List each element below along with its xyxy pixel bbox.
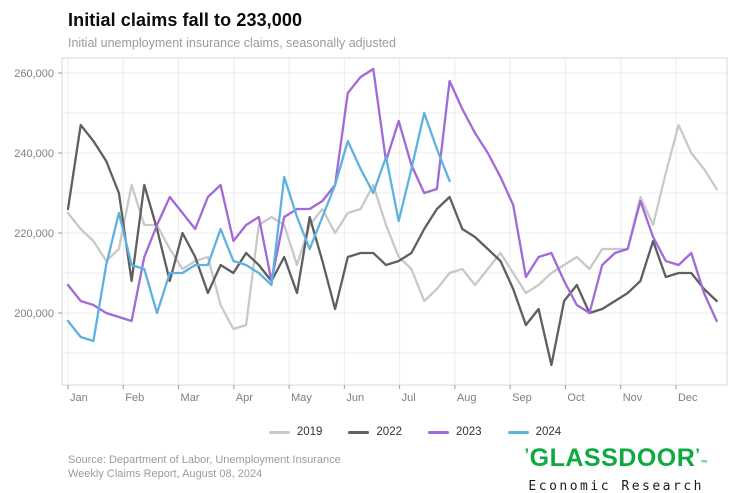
series-line-2022 <box>66 123 718 367</box>
logo-subtext: Economic Research <box>528 479 704 493</box>
legend-item-2022: 2022 <box>348 426 402 438</box>
x-axis-labels: Jan Feb Mar Apr May Jun Jul Aug Sep Oct Nov Dec <box>70 392 698 404</box>
x-tick-label: Oct <box>567 392 584 404</box>
x-tick-label: Apr <box>236 392 253 404</box>
series-line-2024 <box>66 111 451 343</box>
x-tick-label: Aug <box>457 392 477 404</box>
glassdoor-logo: ’GLASSDOOR’™ Economic Research <box>524 442 708 493</box>
glassdoor-wordmark: ’GLASSDOOR’™ <box>524 444 708 472</box>
x-tick-label: Dec <box>678 392 698 404</box>
series-lines <box>66 67 718 367</box>
axis-ticks <box>58 72 677 389</box>
logo-open-quote: ’ <box>524 445 530 464</box>
y-tick-label: 200,000 <box>14 308 54 320</box>
x-tick-label: Jul <box>402 392 416 404</box>
legend-swatch-2019 <box>268 430 290 434</box>
x-tick-label: Jun <box>346 392 364 404</box>
legend-label: 2019 <box>296 426 323 438</box>
line-chart: 200,000 220,000 240,000 260,000 Jan Feb Mar Ap… <box>14 57 728 404</box>
plot-border <box>61 57 728 386</box>
y-tick-label: 220,000 <box>14 228 54 240</box>
series-line-2023 <box>66 67 718 323</box>
legend-item-2023: 2023 <box>428 426 482 438</box>
page-title: Initial claims fall to 233,000 <box>68 10 303 30</box>
legend-label: 2023 <box>456 426 482 438</box>
legend-label: 2022 <box>376 426 402 438</box>
y-tick-label: 260,000 <box>14 68 54 80</box>
legend-swatch-2022 <box>348 430 370 434</box>
x-tick-label: Mar <box>181 392 200 404</box>
logo-close-quote: ’ <box>695 445 701 464</box>
chart-canvas: 200,000 220,000 240,000 260,000 Jan Feb Mar Ap… <box>14 57 728 404</box>
legend-item-2019: 2019 <box>268 426 323 438</box>
page-subtitle: Initial unemployment insurance claims, s… <box>68 36 396 50</box>
y-tick-label: 240,000 <box>14 148 54 160</box>
x-tick-label: Nov <box>623 392 643 404</box>
x-tick-label: May <box>291 392 312 404</box>
x-tick-label: Feb <box>125 392 144 404</box>
legend-label: 2024 <box>535 426 562 438</box>
gridlines <box>62 58 727 385</box>
legend-swatch-2023 <box>428 430 449 434</box>
x-tick-label: Sep <box>512 392 532 404</box>
legend-swatch-2024 <box>507 430 529 434</box>
x-tick-label: Jan <box>70 392 88 404</box>
trademark-symbol: ™ <box>700 460 708 467</box>
source-line-1: Source: Department of Labor, Unemploymen… <box>68 454 341 466</box>
chart-legend: 2019 2022 2023 2024 <box>0 426 740 438</box>
source-note: Source: Department of Labor, Unemploymen… <box>68 453 341 481</box>
y-axis-labels: 200,000 220,000 240,000 260,000 <box>14 68 54 320</box>
legend-item-2024: 2024 <box>507 426 562 438</box>
source-line-2: Weekly Claims Report, August 08, 2024 <box>68 468 263 480</box>
